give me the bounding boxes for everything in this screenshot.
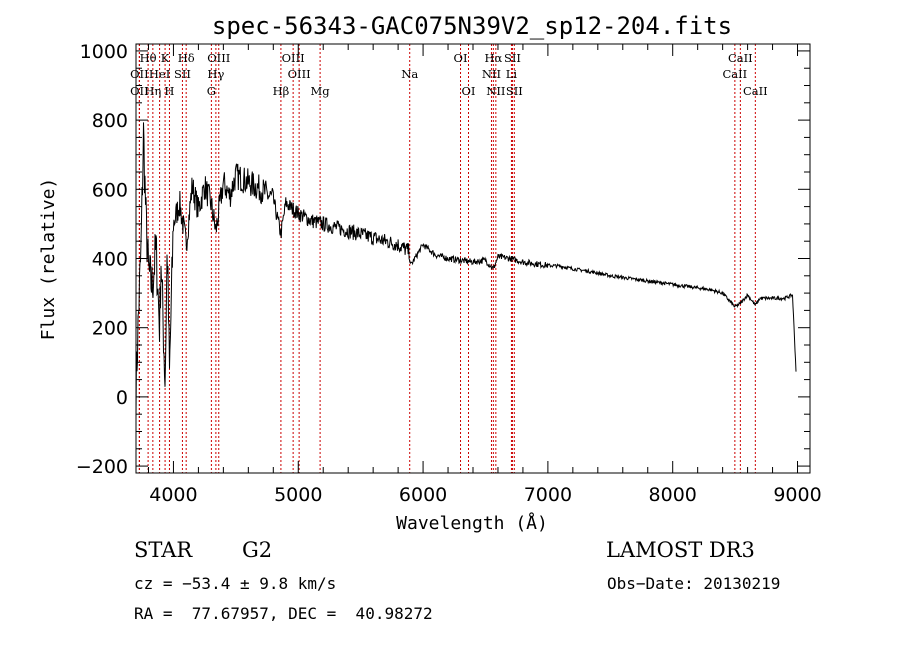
x-axis-label: Wavelength (Å) xyxy=(396,512,548,534)
line-label-16: Li xyxy=(506,67,518,81)
x-tick-label: 4000 xyxy=(149,484,197,506)
line-label-21: G xyxy=(207,84,216,98)
y-tick-label: −200 xyxy=(76,456,128,478)
line-label-3: OIII xyxy=(207,51,230,65)
line-label-4: OIII xyxy=(282,51,305,65)
redshift-cz: cz = −53.4 ± 9.8 km/s xyxy=(134,574,337,593)
line-label-15: NII xyxy=(482,67,501,81)
line-label-9: OII xyxy=(130,67,149,81)
line-label-5: OI xyxy=(454,51,468,65)
x-tick-label: 9000 xyxy=(773,484,821,506)
line-label-22: Hβ xyxy=(273,84,290,98)
line-label-17: CaII xyxy=(722,67,747,81)
x-axis-ticks: 4000 5000 6000 7000 8000 9000 xyxy=(147,44,822,506)
survey-name: LAMOST DR3 xyxy=(606,538,755,562)
object-class: STAR xyxy=(134,538,193,562)
line-label-18: OII xyxy=(130,84,149,98)
x-tick-label: 6000 xyxy=(399,484,447,506)
line-label-27: CaII xyxy=(743,84,768,98)
line-label-10: HeI xyxy=(149,67,170,81)
line-label-25: NII xyxy=(486,84,505,98)
observation-date: Obs−Date: 20130219 xyxy=(607,574,781,593)
line-label-11: SII xyxy=(174,67,191,81)
object-subclass: G2 xyxy=(242,538,273,562)
x-tick-label: 7000 xyxy=(524,484,572,506)
line-label-2: Hδ xyxy=(178,51,195,65)
line-label-20: H xyxy=(164,84,174,98)
x-tick-label: 8000 xyxy=(649,484,697,506)
y-tick-label: 0 xyxy=(116,387,128,409)
y-tick-label: 200 xyxy=(92,318,128,340)
plot-frame xyxy=(135,43,811,474)
line-label-13: OIII xyxy=(288,67,311,81)
line-label-0: Hθ xyxy=(140,51,157,65)
line-label-1: K xyxy=(161,51,170,65)
line-label-19: Hη xyxy=(144,84,161,98)
y-axis-label: Flux (relative) xyxy=(38,178,59,341)
y-axis-ticks: −200 0 200 400 600 800 1000 xyxy=(76,41,810,478)
x-tick-label: 5000 xyxy=(274,484,322,506)
y-tick-label: 600 xyxy=(92,179,128,201)
line-label-12: Hγ xyxy=(207,67,224,81)
line-label-7: SII xyxy=(504,51,521,65)
y-tick-label: 400 xyxy=(92,249,128,271)
emission-line-markers xyxy=(138,44,756,473)
line-label-26: SII xyxy=(506,84,523,98)
sky-coordinates: RA = 77.67957, DEC = 40.98272 xyxy=(134,604,433,623)
chart-title: spec-56343-GAC075N39V2_sp12-204.fits xyxy=(212,12,732,40)
y-tick-label: 800 xyxy=(92,110,128,132)
line-label-14: Na xyxy=(401,67,418,81)
line-label-24: OI xyxy=(462,84,476,98)
line-label-8: CaII xyxy=(728,51,753,65)
line-label-23: Mg xyxy=(311,84,331,98)
line-label-6: Hα xyxy=(484,51,502,65)
y-tick-label: 1000 xyxy=(80,41,128,63)
spectrum-line xyxy=(135,122,797,418)
